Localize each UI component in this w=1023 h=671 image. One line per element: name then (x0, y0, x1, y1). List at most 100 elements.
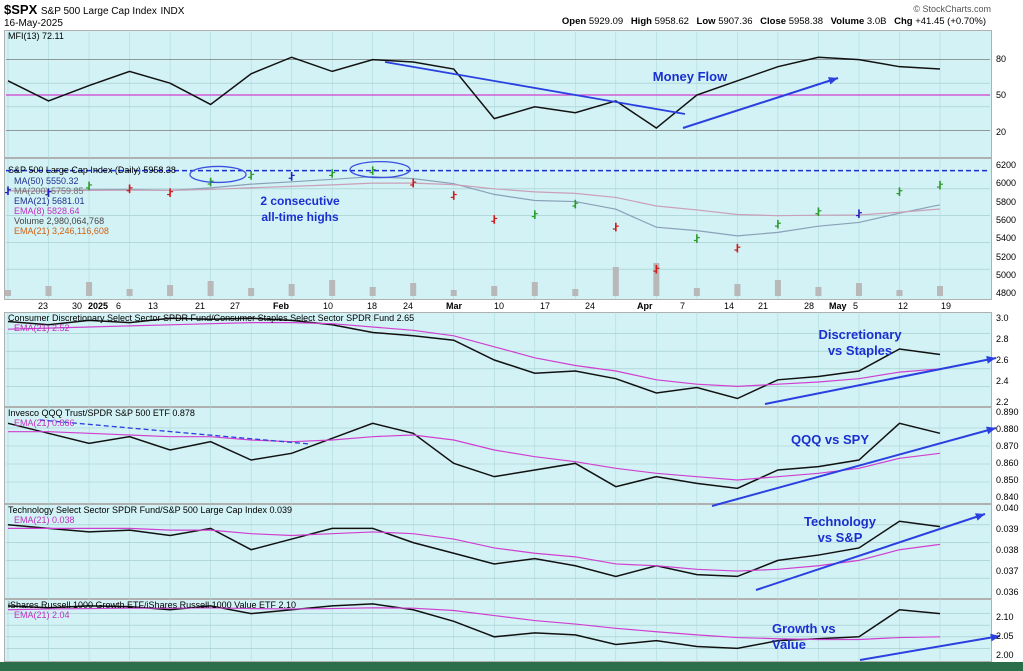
price-tick: 6200 (996, 160, 1017, 170)
tech-tick: 0.036 (996, 587, 1019, 597)
qqq-up-arrow-head (986, 426, 996, 435)
volume-bar (734, 284, 741, 296)
chart-symbol: $SPX S&P 500 Large Cap Index INDX (4, 2, 184, 17)
source-credit: © StockCharts.com (913, 4, 991, 14)
legend-ema8: EMA(8) 5828.64 (14, 206, 80, 216)
price-tick: 4800 (996, 288, 1017, 298)
series-line (7, 56, 941, 129)
mfi-tick: 50 (996, 90, 1007, 100)
high-value: 5958.62 (654, 16, 689, 27)
x-tick: 7 (680, 301, 686, 311)
x-tick: 5 (853, 301, 859, 311)
x-tick: Mar (446, 301, 463, 311)
x-tick: Feb (273, 301, 290, 311)
growth-ema-label: EMA(21) 2.04 (14, 610, 70, 620)
exchange: INDX (160, 6, 185, 17)
growth-label: iShares Russell 1000 Growth ETF/iShares … (8, 600, 296, 610)
series-line (7, 603, 941, 650)
tech-ema-label: EMA(21) 0.038 (14, 515, 75, 525)
volume-bar (45, 286, 52, 296)
chg-label: Chg (894, 16, 913, 27)
open-value: 5929.09 (588, 16, 624, 27)
x-tick: 6 (116, 301, 122, 311)
qqq-tick: 0.840 (996, 492, 1019, 502)
x-tick: 14 (724, 301, 735, 311)
volume-value: 3.0B (866, 16, 887, 27)
volume-bar (329, 280, 336, 296)
series-line (7, 422, 941, 490)
x-tick: Apr (637, 301, 653, 311)
qqq-tick: 0.890 (996, 407, 1019, 417)
ema-line (7, 322, 941, 388)
annotation-money-flow: Money Flow (652, 69, 728, 84)
volume-bar (531, 282, 538, 296)
x-tick: 30 (72, 301, 83, 311)
volume-bar (450, 290, 457, 296)
annotation-tech-line1: Technology (804, 514, 876, 529)
x-tick: 17 (540, 301, 551, 311)
x-tick: 27 (230, 301, 241, 311)
annotation-disc: Discretionary vs Staples (800, 327, 920, 359)
close-label: Close (760, 16, 787, 27)
mfi-tick: 20 (996, 127, 1007, 137)
annotation-disc-line2: vs Staples (827, 343, 893, 358)
growth-tick: 2.05 (996, 631, 1014, 641)
ema21-line (7, 176, 941, 237)
mfi-panel (4, 30, 992, 158)
disc-label: Consumer Discretionary Select Sector SPD… (8, 313, 415, 323)
legend-ma50: MA(50) 5550.32 (14, 176, 79, 186)
qqq-ema-label: EMA(21) 0.866 (14, 418, 75, 428)
price-tick: 5200 (996, 252, 1017, 262)
mfi-up-arrow-head (828, 77, 838, 85)
mfi-down-trendline (384, 61, 686, 115)
qqq-up-arrow (711, 427, 997, 507)
quote-bar: Open 5929.09 High 5958.62 Low 5907.36 Cl… (562, 16, 991, 27)
legend-ema21: EMA(21) 5681.01 (14, 196, 85, 206)
symbol-text: $SPX (4, 2, 38, 17)
volume-bar (126, 289, 133, 296)
growth-tick: 2.00 (996, 650, 1014, 660)
price-tick: 6000 (996, 178, 1017, 188)
annotation-highs-line2: all-time highs (261, 210, 339, 224)
volume-bar (369, 287, 376, 296)
mfi-label: MFI(13) 72.11 (8, 31, 64, 41)
volume-bar (167, 285, 174, 296)
ath-highlight-ellipse (189, 165, 247, 184)
volume-bar (572, 289, 579, 296)
volume-bar (248, 288, 255, 296)
x-tick: 12 (898, 301, 909, 311)
mfi-up-arrow (682, 77, 839, 129)
low-label: Low (696, 16, 716, 27)
qqq-spy-panel (4, 407, 992, 504)
annotation-growth-line1: Growth vs (772, 621, 836, 636)
disc-ema-label: EMA(21) 2.52 (14, 323, 70, 333)
x-tick: 19 (941, 301, 952, 311)
qqq-tick: 0.850 (996, 475, 1019, 485)
x-tick: 24 (585, 301, 596, 311)
tech-up-arrow (755, 513, 986, 591)
price-tick: 5000 (996, 270, 1017, 280)
annotation-highs-line1: 2 consecutive (260, 194, 340, 208)
annotation-qqq: QQQ vs SPY (790, 432, 870, 447)
x-tick: 21 (758, 301, 769, 311)
price-panel (4, 158, 992, 300)
disc-up-arrow (764, 357, 997, 405)
price-tick: 5600 (996, 215, 1017, 225)
growth-tick: 2.10 (996, 612, 1014, 622)
growth-up-arrow-head (990, 633, 1000, 642)
ema-line (7, 607, 941, 641)
tech-tick: 0.038 (996, 545, 1019, 555)
price-label: S&P 500 Large Cap Index (Daily) 5958.38 (8, 165, 176, 175)
disc-tick: 2.2 (996, 397, 1009, 407)
mfi-tick: 80 (996, 54, 1007, 64)
tech-tick: 0.040 (996, 503, 1019, 513)
annotation-tech-line2: vs S&P (817, 530, 863, 545)
chart-date: 16-May-2025 (4, 18, 63, 29)
qqq-tick: 0.870 (996, 441, 1019, 451)
x-tick: 18 (367, 301, 378, 311)
annotation-disc-line1: Discretionary (818, 327, 902, 342)
volume-bar (491, 286, 498, 296)
symbol-name: S&P 500 Large Cap Index (40, 6, 157, 17)
legend-volume: Volume 2,980,064,768 (14, 216, 105, 226)
x-tick: 10 (494, 301, 505, 311)
